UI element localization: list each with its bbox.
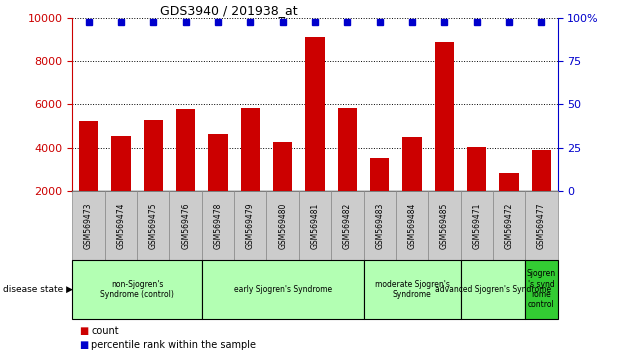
- FancyBboxPatch shape: [461, 260, 525, 319]
- FancyBboxPatch shape: [266, 191, 299, 260]
- Text: GSM569474: GSM569474: [117, 202, 125, 249]
- Text: GSM569473: GSM569473: [84, 202, 93, 249]
- Text: GSM569481: GSM569481: [311, 202, 319, 249]
- Bar: [500, 173, 518, 235]
- FancyBboxPatch shape: [234, 191, 266, 260]
- Text: GSM569480: GSM569480: [278, 202, 287, 249]
- Text: percentile rank within the sample: percentile rank within the sample: [91, 340, 256, 350]
- Text: count: count: [91, 326, 119, 336]
- Text: GSM569485: GSM569485: [440, 202, 449, 249]
- FancyBboxPatch shape: [137, 191, 169, 260]
- Bar: [467, 147, 486, 235]
- Text: early Sjogren's Syndrome: early Sjogren's Syndrome: [234, 285, 332, 294]
- Bar: [112, 136, 130, 235]
- FancyBboxPatch shape: [72, 260, 202, 319]
- Text: GSM569472: GSM569472: [505, 202, 513, 249]
- Bar: [241, 108, 260, 235]
- Bar: [338, 108, 357, 235]
- Text: non-Sjogren's
Syndrome (control): non-Sjogren's Syndrome (control): [100, 280, 174, 299]
- Bar: [435, 41, 454, 235]
- FancyBboxPatch shape: [202, 260, 364, 319]
- Text: GSM569475: GSM569475: [149, 202, 158, 249]
- Text: GDS3940 / 201938_at: GDS3940 / 201938_at: [160, 4, 297, 17]
- Text: advanced Sjogren's Syndrome: advanced Sjogren's Syndrome: [435, 285, 551, 294]
- Text: GSM569477: GSM569477: [537, 202, 546, 249]
- Text: moderate Sjogren's
Syndrome: moderate Sjogren's Syndrome: [375, 280, 449, 299]
- Bar: [273, 142, 292, 235]
- FancyBboxPatch shape: [493, 191, 525, 260]
- FancyBboxPatch shape: [169, 191, 202, 260]
- FancyBboxPatch shape: [72, 191, 105, 260]
- Bar: [79, 121, 98, 235]
- Bar: [209, 134, 227, 235]
- FancyBboxPatch shape: [202, 191, 234, 260]
- FancyBboxPatch shape: [396, 191, 428, 260]
- Bar: [532, 150, 551, 235]
- FancyBboxPatch shape: [461, 191, 493, 260]
- Bar: [176, 109, 195, 235]
- Text: GSM569471: GSM569471: [472, 202, 481, 249]
- Text: Sjogren
's synd
rome
control: Sjogren 's synd rome control: [527, 269, 556, 309]
- Text: GSM569482: GSM569482: [343, 202, 352, 249]
- Text: GSM569478: GSM569478: [214, 202, 222, 249]
- FancyBboxPatch shape: [525, 191, 558, 260]
- Text: disease state ▶: disease state ▶: [3, 285, 73, 294]
- FancyBboxPatch shape: [105, 191, 137, 260]
- FancyBboxPatch shape: [428, 191, 461, 260]
- Bar: [403, 137, 421, 235]
- Text: GSM569479: GSM569479: [246, 202, 255, 249]
- Text: GSM569483: GSM569483: [375, 202, 384, 249]
- FancyBboxPatch shape: [331, 191, 364, 260]
- Text: ■: ■: [79, 340, 88, 350]
- Text: GSM569484: GSM569484: [408, 202, 416, 249]
- FancyBboxPatch shape: [364, 260, 461, 319]
- Text: ■: ■: [79, 326, 88, 336]
- FancyBboxPatch shape: [364, 191, 396, 260]
- FancyBboxPatch shape: [299, 191, 331, 260]
- Bar: [370, 158, 389, 235]
- Bar: [144, 120, 163, 235]
- Text: GSM569476: GSM569476: [181, 202, 190, 249]
- Bar: [306, 37, 324, 235]
- FancyBboxPatch shape: [525, 260, 558, 319]
